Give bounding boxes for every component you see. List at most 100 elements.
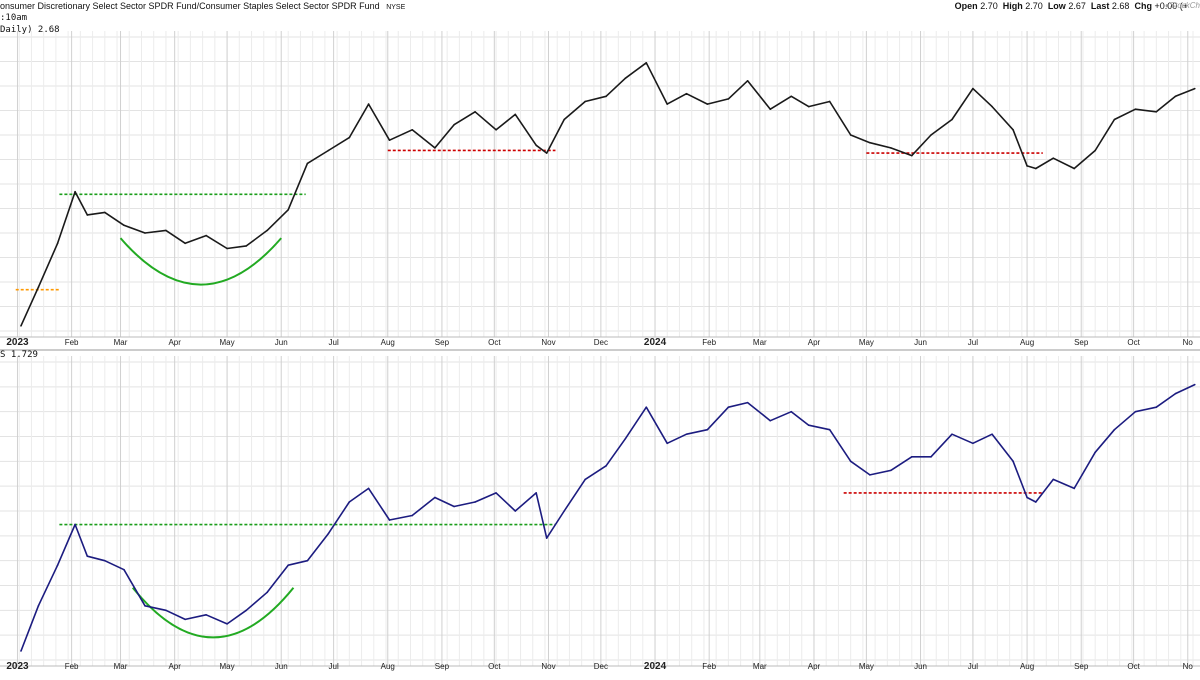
x-tick-label: Mar — [753, 338, 767, 347]
chg-value: +0.00 (+ — [1154, 1, 1188, 11]
x-tick-label: No — [1183, 338, 1194, 347]
open-label: Open — [954, 1, 978, 11]
series-point — [1012, 460, 1014, 463]
series-point — [624, 77, 627, 80]
series-point — [1035, 501, 1037, 503]
x-tick-label: Jun — [914, 338, 927, 347]
series-point — [828, 428, 831, 431]
series-point — [535, 492, 538, 494]
series-point — [849, 460, 852, 463]
series-point — [411, 514, 414, 517]
series-point — [991, 433, 993, 436]
series-point — [545, 537, 548, 539]
series-point — [287, 564, 290, 566]
open-value: 2.70 — [980, 1, 998, 11]
x-tick-label: May — [859, 338, 874, 347]
series-point — [1174, 95, 1177, 98]
series-point — [37, 605, 40, 607]
series-point — [807, 105, 810, 108]
x-tick-label: Jun — [275, 338, 288, 347]
x-tick-label: Mar — [114, 338, 128, 347]
series-point — [327, 149, 330, 152]
series-point — [706, 103, 709, 105]
x-tick-label: May — [220, 338, 235, 347]
series-point — [245, 609, 248, 612]
series-point — [266, 591, 269, 594]
x-tick-label: Sep — [435, 338, 450, 347]
series-point — [746, 80, 749, 82]
series-point — [74, 190, 76, 193]
x-tick-label: No — [1183, 662, 1194, 671]
series-point — [1155, 110, 1158, 113]
logo-icon: ◐ — [1164, 1, 1170, 10]
series-point — [1026, 165, 1028, 167]
series-point — [1073, 167, 1076, 170]
series-point — [123, 568, 125, 571]
series-point — [104, 559, 106, 562]
x-tick-label: 2024 — [644, 661, 667, 672]
series-point — [1193, 87, 1196, 90]
series-point — [287, 208, 290, 211]
series-point — [165, 609, 167, 612]
high-value: 2.70 — [1025, 1, 1043, 11]
series-point — [184, 618, 186, 621]
x-tick-label: May — [220, 662, 235, 671]
x-tick-label: Apr — [808, 662, 821, 671]
series-point — [495, 492, 497, 494]
series-point — [584, 100, 586, 103]
series-point — [20, 325, 22, 327]
series-point — [890, 147, 892, 149]
series-point — [869, 474, 871, 476]
series-point — [388, 139, 391, 141]
series-point — [769, 108, 772, 111]
x-tick-label: Aug — [1020, 662, 1034, 671]
series-point — [910, 154, 913, 157]
series-point — [104, 211, 106, 214]
series-point — [930, 456, 932, 458]
series-point — [144, 605, 146, 607]
series-point — [746, 401, 749, 404]
x-tick-label: Oct — [1127, 338, 1140, 347]
series-point — [727, 98, 730, 100]
series-point — [645, 406, 648, 408]
x-tick-label: Dec — [594, 338, 608, 347]
low-value: 2.67 — [1068, 1, 1086, 11]
logo-text: StockCh — [1169, 1, 1200, 10]
series-point — [605, 95, 607, 98]
time-label: :10am — [0, 13, 28, 23]
x-tick-label: Aug — [1020, 338, 1034, 347]
x-tick-label: Feb — [65, 338, 79, 347]
series-point — [165, 229, 167, 232]
series-point — [869, 141, 871, 144]
series-point — [1035, 167, 1037, 170]
legend-lower: S 1.729 — [0, 350, 38, 360]
series-point — [306, 559, 309, 562]
series-point — [1134, 108, 1137, 111]
x-tick-label: May — [859, 662, 874, 671]
series-point — [1134, 410, 1137, 413]
series-point — [584, 478, 586, 481]
stockcharts-logo: ◐StockCh — [1165, 0, 1200, 12]
series-point — [910, 456, 913, 458]
legend-ratio: Daily) 2.68 — [0, 25, 60, 35]
x-tick-label: Nov — [541, 338, 555, 347]
series-point — [1026, 496, 1028, 499]
series-point — [306, 162, 309, 165]
series-point — [348, 136, 351, 139]
x-tick-label: Aug — [381, 338, 395, 347]
high-label: High — [1002, 1, 1023, 11]
series-point — [624, 437, 627, 440]
series-point — [1155, 406, 1158, 408]
series-point — [144, 232, 146, 234]
series-point — [972, 442, 974, 445]
last-value: 2.68 — [1111, 1, 1130, 11]
series-point — [514, 510, 517, 512]
series-point — [1113, 428, 1116, 431]
series-point — [327, 532, 330, 535]
x-tick-label: Jul — [329, 338, 339, 347]
series-point — [727, 406, 730, 408]
series-point — [666, 442, 669, 445]
series-point — [890, 469, 892, 472]
